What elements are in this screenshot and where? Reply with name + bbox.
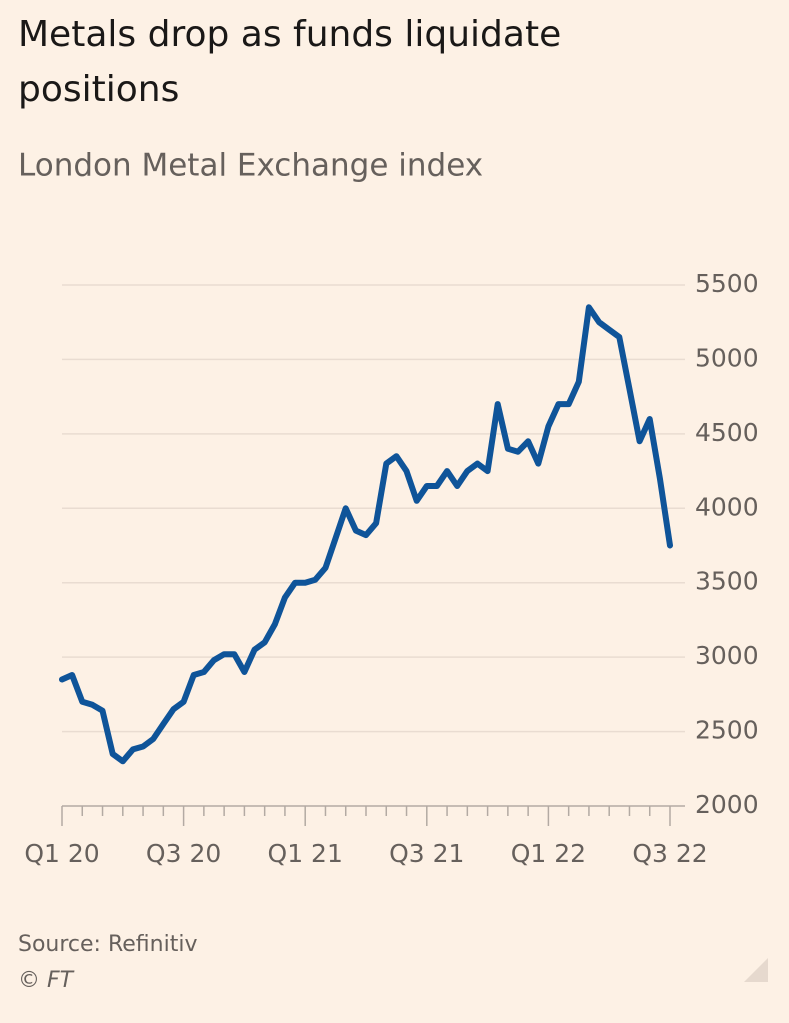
y-tick-label: 5500 <box>695 269 759 298</box>
chart-title: Metals drop as funds liquidate positions <box>18 14 561 110</box>
x-tick-label: Q3 21 <box>389 839 464 868</box>
x-tick-label: Q1 20 <box>24 839 99 868</box>
y-tick-label: 3500 <box>695 567 759 596</box>
y-tick-label: 4000 <box>695 492 759 521</box>
credit: © FT <box>18 968 75 993</box>
x-tick-label: Q1 22 <box>511 839 586 868</box>
y-tick-label: 4500 <box>695 418 759 447</box>
y-tick-label: 3000 <box>695 641 759 670</box>
line <box>59 304 673 765</box>
y-tick-label: 5000 <box>695 343 759 372</box>
chart-subtitle: London Metal Exchange index <box>18 148 483 184</box>
source: Source: Refinitiv <box>18 932 197 957</box>
x-tick-label: Q1 21 <box>268 839 343 868</box>
x-tick-label: Q3 22 <box>632 839 707 868</box>
y-tick-label: 2500 <box>695 716 759 745</box>
y-tick-label: 2000 <box>695 790 759 819</box>
x-tick-label: Q3 20 <box>146 839 221 868</box>
resize-corner <box>744 958 768 982</box>
